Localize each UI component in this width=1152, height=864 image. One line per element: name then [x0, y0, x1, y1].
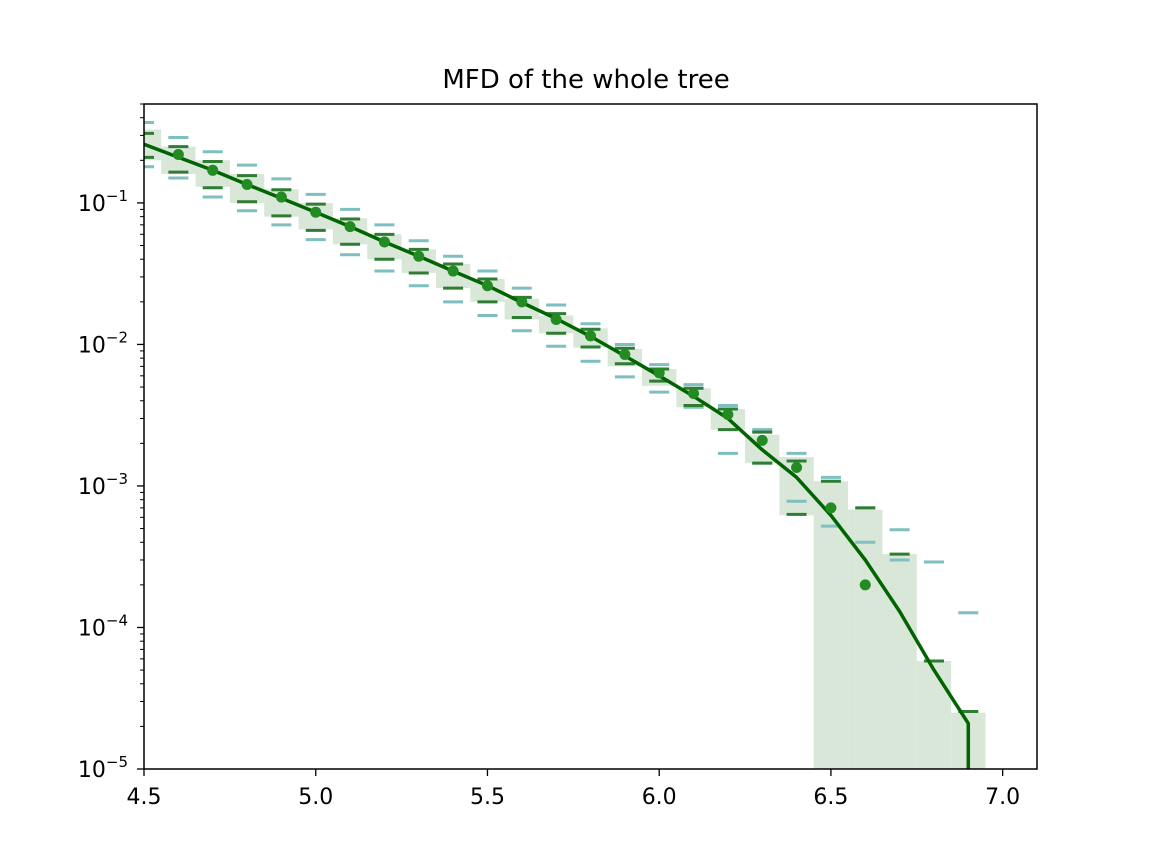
x-tick-label: 6.0 — [642, 785, 677, 810]
observed-point — [825, 502, 837, 514]
y-tick-exponent: −5 — [106, 753, 128, 771]
x-tick-label: 5.0 — [298, 785, 333, 810]
y-tick-base: 10 — [78, 192, 106, 217]
y-tick-exponent: −1 — [106, 187, 128, 205]
observed-point — [619, 348, 631, 360]
y-tick-label: 10−2 — [78, 328, 128, 358]
band-bin — [813, 481, 849, 769]
plot-content — [144, 121, 986, 769]
observed-point — [653, 367, 665, 379]
band-bin — [504, 298, 539, 320]
y-tick-label: 10−5 — [78, 753, 128, 783]
observed-point — [688, 388, 700, 400]
observed-point — [207, 164, 219, 176]
observed-point — [344, 221, 356, 233]
observed-point — [241, 178, 253, 190]
y-tick-base: 10 — [78, 475, 106, 500]
observed-point — [447, 265, 459, 277]
y-tick-base: 10 — [78, 758, 106, 783]
observed-point — [550, 314, 562, 326]
x-tick-label: 5.5 — [470, 785, 505, 810]
plot-area — [144, 121, 986, 769]
observed-point — [172, 148, 184, 160]
band-bin — [848, 509, 883, 769]
x-tick-label: 6.5 — [813, 785, 848, 810]
band-bin — [916, 660, 952, 769]
y-tick-exponent: −4 — [106, 611, 128, 629]
band-bin — [144, 129, 162, 161]
x-tick-label: 4.5 — [127, 785, 162, 810]
observed-point — [859, 579, 871, 591]
observed-point — [275, 191, 287, 203]
observed-point — [481, 280, 493, 292]
observed-point — [310, 206, 322, 218]
y-tick-exponent: −2 — [106, 328, 128, 346]
observed-point — [585, 330, 596, 342]
x-tick-label: 7.0 — [985, 785, 1020, 810]
y-tick-base: 10 — [78, 616, 106, 641]
y-tick-label: 10−3 — [78, 470, 128, 500]
y-tick-exponent: −3 — [106, 470, 128, 488]
observed-point — [756, 434, 768, 446]
axes-frame — [143, 103, 1038, 770]
mean-line — [144, 142, 971, 769]
axes: 4.5 5.0 5.5 6.0 6.5 7.010−510−410−310−210−1 — [78, 103, 1020, 810]
band-bin — [882, 554, 917, 769]
y-tick-label: 10−1 — [78, 187, 128, 217]
observed-point — [378, 236, 390, 248]
chart-title: MFD of the whole tree — [442, 65, 729, 95]
y-tick-label: 10−4 — [78, 611, 128, 641]
observed-point — [722, 408, 734, 420]
y-tick-base: 10 — [78, 333, 106, 358]
observed-point — [413, 250, 425, 262]
observed-point — [516, 296, 528, 308]
observed-point — [791, 462, 803, 474]
